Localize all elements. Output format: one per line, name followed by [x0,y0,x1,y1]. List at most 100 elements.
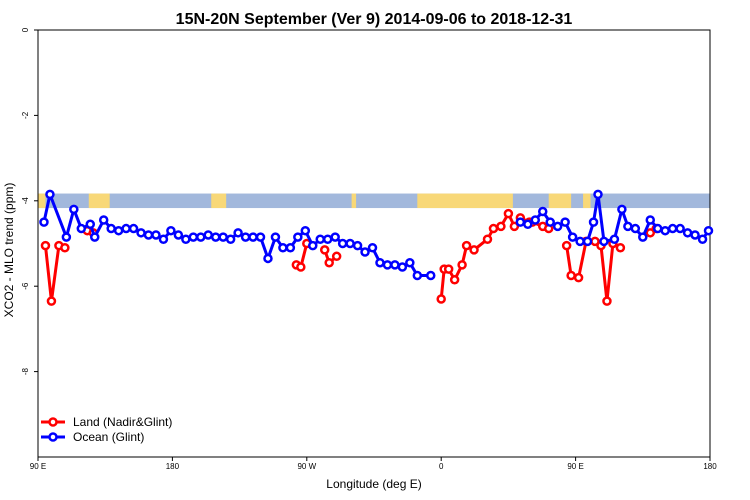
data-point [537,206,548,217]
y-axis-label: XCO2 - MLO trend (ppm) [2,183,16,318]
data-point [645,215,656,225]
land-segment [211,193,227,209]
data-point [552,221,563,232]
data-point [46,296,57,306]
data-point [412,270,423,281]
data-point [337,238,348,249]
legend-land-marker [48,417,58,427]
data-point [469,245,479,255]
ocean-band [38,193,710,209]
y-tick-label: -6 [21,282,30,290]
y-tick-label: -8 [21,367,30,375]
series-layer [39,189,714,306]
x-tick-label: 0 [439,462,444,471]
land-segment [548,193,572,209]
data-point [45,189,55,200]
data-point [143,230,154,240]
data-point [308,240,318,251]
data-point [203,230,213,240]
data-point [278,243,288,253]
data-point [703,225,714,236]
chart-title: 15N-20N September (Ver 9) 2014-09-06 to … [176,11,573,28]
legend-ocean-label: Ocean (Glint) [73,430,144,444]
data-point [106,223,116,234]
data-point [397,262,408,272]
data-point [461,240,472,251]
data-point [515,217,526,227]
land-segment [417,193,513,209]
series-line [565,239,622,303]
data-point [690,230,700,240]
land-segment [88,193,110,209]
data-point [682,228,693,238]
data-point [352,240,363,251]
data-point [523,219,533,230]
data-point [457,260,467,270]
data-point [617,204,627,215]
data-point [697,234,708,244]
data-point [345,238,355,249]
data-point [158,234,169,244]
data-point [638,232,648,242]
data-point [89,232,100,242]
data-point [530,215,541,225]
x-axis: 90 E 180 90 W 0 90 E 180 [30,457,717,471]
data-point [210,232,221,242]
land-segment [351,193,357,209]
data-point [263,253,273,264]
data-point [218,232,228,242]
data-point [166,225,176,236]
data-point [121,223,131,234]
y-axis: 0 -2 -4 -6 -8 [21,27,38,375]
x-tick-label: 90 E [30,462,46,471]
data-point [330,232,340,242]
data-point [652,223,663,234]
data-point [40,240,51,251]
data-point [567,232,578,242]
data-point [248,232,258,242]
data-point [136,228,146,238]
data-point [128,223,139,234]
data-point [488,223,499,234]
data-point [405,257,415,268]
data-point [255,232,266,242]
data-point [322,234,333,244]
data-point [449,275,460,285]
legend-ocean-marker [48,432,58,442]
data-point [496,221,506,232]
data-point [593,189,603,200]
data-point [382,260,393,270]
data-point [61,232,72,242]
land-segment [38,193,46,209]
data-point [181,234,191,244]
data-point [667,223,678,234]
data-point [39,217,49,227]
data-point [575,236,585,247]
legend-land-label: Land (Nadir&Glint) [73,415,172,429]
y-tick-label: -2 [21,111,30,119]
data-point [560,217,570,227]
data-point [675,223,685,234]
data-point [503,208,514,219]
series-line [43,244,66,303]
x-tick-label: 90 W [297,462,316,471]
x-axis-label: Longitude (deg E) [326,477,421,491]
data-point [375,257,385,268]
data-point [188,232,199,242]
data-point [113,225,124,236]
data-point [151,230,161,240]
data-point [85,219,96,230]
data-point [623,221,633,232]
data-point [296,262,306,272]
data-point [630,223,641,234]
data-point [645,228,656,238]
data-point [436,294,446,304]
data-point [360,247,370,257]
legend: Land (Nadir&Glint) Ocean (Glint) [41,415,172,444]
data-point [602,296,612,306]
data-point [324,257,334,268]
land-ocean-band [38,193,710,209]
y-tick-label: 0 [21,27,30,32]
x-tick-label: 180 [703,462,717,471]
